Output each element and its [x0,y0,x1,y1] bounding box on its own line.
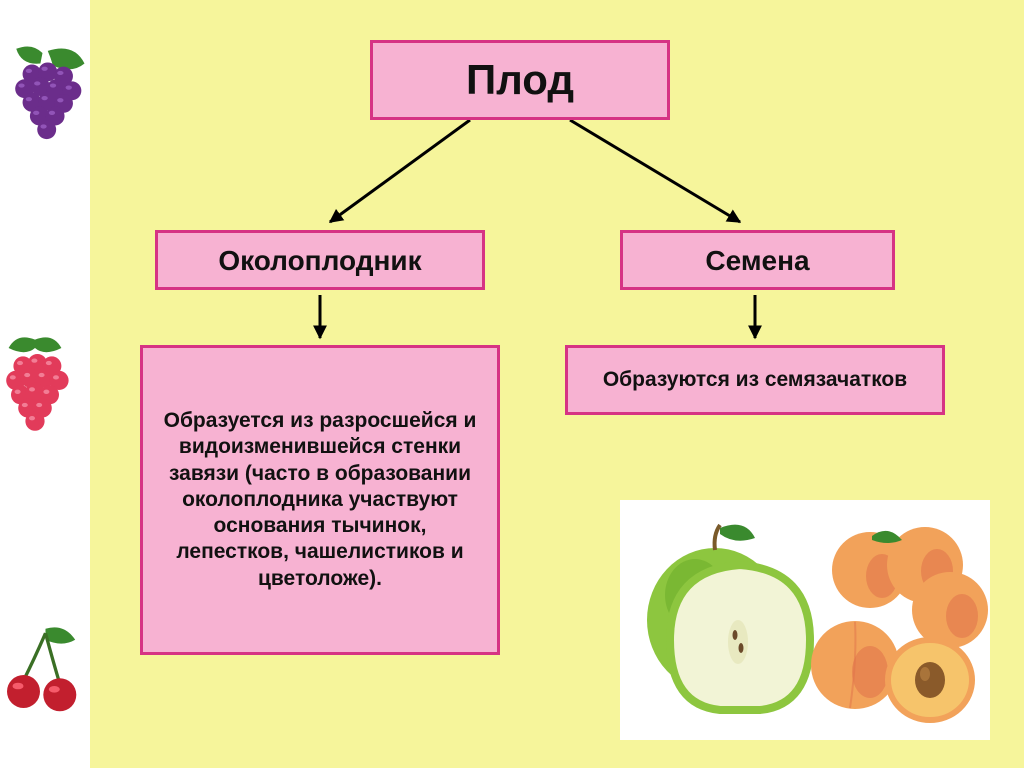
arrow-1 [570,120,740,222]
box-left_body: Образуется из разросшейся и видоизменивш… [140,345,500,655]
fruit-photo-svg [620,500,990,740]
box-right_body: Образуются из семязачатков [565,345,945,415]
arrow-0 [330,120,470,222]
box-title: Плод [370,40,670,120]
box-left_head: Околоплодник [155,230,485,290]
box-right_head: Семена [620,230,895,290]
fruit-photo [620,500,990,740]
